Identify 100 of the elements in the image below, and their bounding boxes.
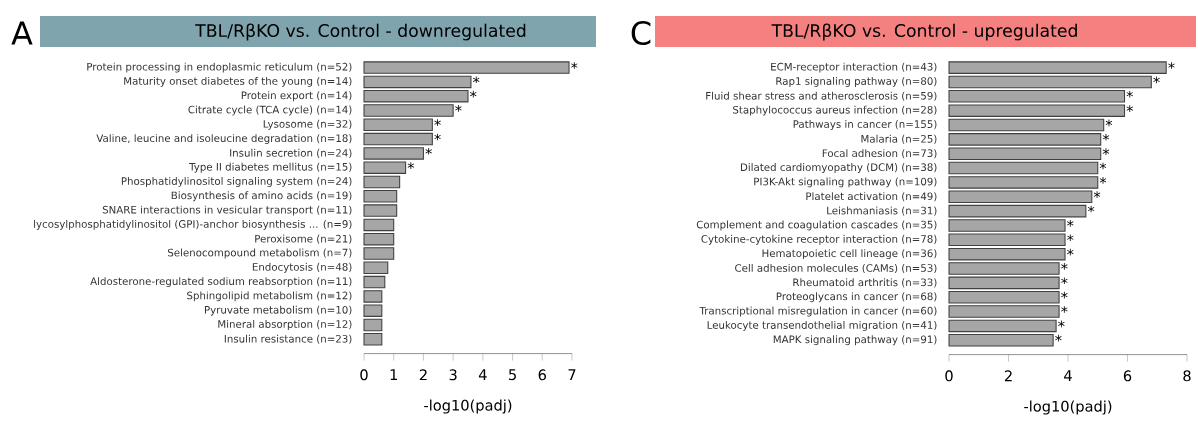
bar xyxy=(363,61,570,74)
y-tick-label: Leukocyte transendothelial migration (n=41) xyxy=(707,320,937,331)
y-tick-label: Endocytosis (n=48) xyxy=(252,262,352,273)
data-label: * xyxy=(434,119,441,127)
bar xyxy=(363,318,383,332)
data-label: * xyxy=(1067,248,1074,256)
data-label: * xyxy=(473,76,480,84)
y-tick-label: SNARE interactions in vesicular transport (n=11) xyxy=(102,205,352,216)
y-tick-label: Transcriptional misregulation in cancer (n=60) xyxy=(699,306,937,317)
data-label: * xyxy=(1099,162,1107,170)
x-tick-label: 0 xyxy=(945,370,953,382)
data-label: * xyxy=(1153,76,1160,84)
bar xyxy=(948,333,1054,347)
x-tick-label: 1 xyxy=(390,369,397,380)
bar xyxy=(948,161,1099,175)
x-axis-title: -log10(padj) xyxy=(424,399,512,414)
y-tick-label: Rap1 signaling pathway (n=80) xyxy=(776,77,937,87)
data-label: * xyxy=(425,147,432,155)
y-tick-label: Type II diabetes mellitus (n=15) xyxy=(189,162,352,173)
chart-title: TBL/RβKO vs. Control - upregulated xyxy=(771,23,1077,41)
y-tick-label: Insulin resistance (n=23) xyxy=(224,334,352,344)
bar xyxy=(363,275,386,289)
x-tick-label: 7 xyxy=(568,369,576,380)
y-tick-label: Mineral absorption (n=12) xyxy=(218,320,352,330)
data-label: * xyxy=(434,133,441,141)
data-label: * xyxy=(455,105,462,112)
y-tick-label: Fluid shear stress and atherosclerosis (n=59) xyxy=(706,91,937,101)
data-label: * xyxy=(407,162,415,169)
y-tick-label: Cytokine-cytokine receptor interaction (n=78) xyxy=(701,234,937,245)
x-tick-label: 2 xyxy=(1004,370,1012,382)
data-label: * xyxy=(1126,105,1133,112)
y-tick-label: Citrate cycle (TCA cycle) (n=14) xyxy=(188,105,352,116)
bar xyxy=(363,132,433,146)
bar xyxy=(363,218,395,232)
data-label: * xyxy=(1126,90,1133,98)
y-tick-label: Protein export (n=14) xyxy=(241,91,352,102)
y-tick-label: Staphylococcus aureus infection (n=28) xyxy=(733,105,937,116)
x-tick-label: 6 xyxy=(538,369,546,381)
bar xyxy=(363,333,383,346)
data-label: * xyxy=(571,62,578,69)
data-label: * xyxy=(1061,291,1068,299)
y-tick-label: ECM-receptor interaction (n=43) xyxy=(771,62,937,73)
x-tick-label: 5 xyxy=(509,369,516,381)
y-tick-label: Platelet activation (n=49) xyxy=(806,192,937,202)
y-tick-label: Hematopoietic cell lineage (n=36) xyxy=(762,249,937,260)
y-tick-label: lycosylphosphatidylinositol (GPI)-anchor biosynthesis ... (n=9) xyxy=(34,219,352,230)
bar xyxy=(948,75,1152,89)
data-label: * xyxy=(1061,277,1068,285)
y-tick-label: Peroxisome (n=21) xyxy=(255,234,352,244)
y-tick-label: Leishmaniasis (n=31) xyxy=(827,206,937,216)
data-label: * xyxy=(1102,148,1110,155)
y-tick-label: Protein processing in endoplasmic reticulum (n=52) xyxy=(87,62,352,73)
x-tick-label: 8 xyxy=(1183,370,1191,382)
data-label: * xyxy=(470,90,477,98)
data-label: * xyxy=(1061,263,1068,270)
chart-title: TBL/RβKO vs. Control - downregulated xyxy=(195,23,526,41)
x-tick-label: 4 xyxy=(1064,370,1072,381)
y-tick-label: Pyruvate metabolism (n=10) xyxy=(204,305,352,316)
y-tick-label: Dilated cardiomyopathy (DCM) (n=38) xyxy=(740,163,937,174)
y-tick-label: Phosphatidylinositol signaling system (n=24) xyxy=(121,177,352,187)
x-tick-label: 6 xyxy=(1123,370,1132,382)
y-tick-label: Aldosterone-regulated sodium reabsorption (n=11) xyxy=(90,277,352,288)
y-tick-label: Biosynthesis of amino acids (n=19) xyxy=(171,191,352,202)
bar xyxy=(363,175,401,189)
y-tick-label: Pathways in cancer (n=155) xyxy=(793,120,937,130)
bar xyxy=(948,118,1105,132)
data-label: * xyxy=(1067,234,1074,242)
data-label: * xyxy=(1055,334,1062,342)
y-tick-label: Maturity onset diabetes of the young (n=14) xyxy=(124,76,352,87)
x-tick-label: 3 xyxy=(449,369,457,381)
data-label: * xyxy=(1093,191,1101,198)
x-tick-label: 4 xyxy=(478,369,487,380)
y-tick-label: Insulin secretion (n=24) xyxy=(230,148,352,158)
x-tick-label: 2 xyxy=(419,369,427,381)
y-tick-label: Sphingolipid metabolism (n=12) xyxy=(187,291,352,302)
data-label: * xyxy=(1168,62,1175,69)
bar xyxy=(948,61,1167,74)
x-tick-label: 0 xyxy=(360,369,368,381)
data-label: * xyxy=(1058,320,1065,328)
data-label: * xyxy=(1102,133,1110,141)
data-label: * xyxy=(1067,220,1074,227)
bar xyxy=(363,75,472,89)
y-tick-label: Valine, leucine and isoleucine degradation (n=18) xyxy=(96,134,352,145)
data-label: * xyxy=(1087,205,1095,213)
y-tick-label: Proteoglycans in cancer (n=68) xyxy=(776,292,937,303)
text: C xyxy=(631,20,651,46)
y-tick-label: Cell adhesion molecules (CAMs) (n=53) xyxy=(735,263,937,274)
bar xyxy=(948,204,1087,218)
y-tick-label: MAPK signaling pathway (n=91) xyxy=(773,335,937,346)
text: A xyxy=(11,21,33,45)
y-tick-label: Selenocompound metabolism (n=7) xyxy=(167,248,352,259)
y-tick-label: PI3K-Akt signaling pathway (n=109) xyxy=(754,177,937,188)
y-tick-label: Malaria (n=25) xyxy=(861,134,937,144)
x-axis-title: -log10(padj) xyxy=(1024,400,1112,415)
data-label: * xyxy=(1105,119,1113,127)
y-tick-label: Lysosome (n=32) xyxy=(263,119,352,130)
data-label: * xyxy=(1099,177,1107,184)
data-label: * xyxy=(1061,306,1068,313)
bar xyxy=(948,319,1057,333)
y-tick-label: Rheumatoid arthritis (n=33) xyxy=(793,278,937,288)
